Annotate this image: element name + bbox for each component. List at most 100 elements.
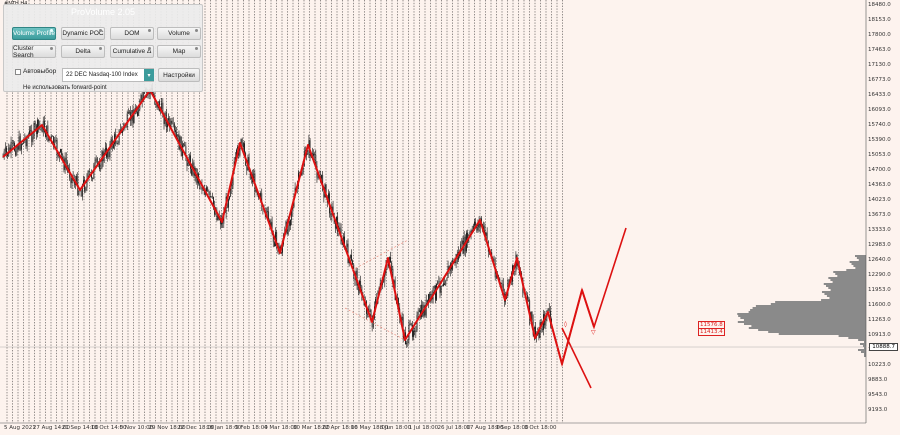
candle-body	[62, 155, 64, 160]
swing-marker-icon: ◊	[564, 321, 567, 328]
price-tick-label: 15053.0	[868, 152, 891, 158]
price-tick-label: 16773.0	[868, 77, 891, 83]
auto-select-checkbox[interactable]	[15, 69, 21, 75]
candle-body	[133, 113, 135, 124]
candle-body	[387, 263, 389, 266]
candle-body	[104, 147, 106, 152]
time-tick-label: 29 Nov 18:00	[148, 425, 186, 431]
candle-body	[339, 227, 341, 230]
chevron-down-icon[interactable]: ▾	[144, 69, 154, 81]
level-tag-lower: 11413.4	[698, 328, 725, 336]
candle-body	[4, 147, 6, 152]
candle-body	[217, 214, 219, 221]
candle-body	[41, 125, 43, 133]
candle-body	[545, 316, 547, 326]
candle-body	[33, 122, 35, 137]
candle-body	[168, 118, 169, 121]
price-tick-label: 12290.0	[868, 272, 891, 278]
arrow-down-icon: ▽	[591, 329, 596, 336]
candle-body	[267, 211, 268, 213]
candle-body	[418, 310, 420, 312]
profile-bar	[778, 333, 866, 335]
candle-body	[328, 193, 329, 202]
time-tick-label: 3 Oct 18:00	[524, 425, 557, 431]
candle-body	[375, 298, 376, 307]
instrument-select[interactable]: 22 DEC Nasdaq-100 Index	[62, 68, 154, 82]
time-tick-label: 4 Mar 18:00	[264, 425, 298, 431]
candle-body	[31, 130, 33, 142]
delta-button[interactable]: Delta	[61, 45, 105, 58]
candle-body	[417, 311, 419, 316]
candle-body	[175, 130, 176, 133]
candle-body	[117, 142, 119, 144]
candle-body	[23, 139, 25, 144]
candle-body	[369, 309, 371, 311]
cluster-search-button[interactable]: Cluster Search	[12, 45, 56, 59]
price-tick-label: 17463.0	[868, 47, 891, 53]
candle-body	[162, 102, 164, 118]
candle-body	[127, 111, 129, 114]
candle-body	[398, 298, 399, 309]
candle-body	[138, 109, 140, 116]
candle-body	[291, 211, 293, 220]
price-tick-label: 14023.0	[868, 197, 891, 203]
time-tick-label: 5 Nov 10:00	[119, 425, 154, 431]
candle-body	[10, 142, 12, 153]
candle-body	[539, 322, 541, 339]
candle-body	[414, 330, 416, 333]
candle-body	[292, 206, 294, 212]
button-indicator-dot	[50, 47, 53, 50]
candle-body	[495, 273, 497, 278]
candle-body	[426, 299, 428, 303]
auto-select-label: Автовыбор	[23, 68, 57, 75]
profile-bar	[856, 257, 866, 259]
profile-bar	[737, 313, 866, 315]
price-tick-label: 18480.0	[868, 2, 891, 8]
settings-button[interactable]: Настройки	[158, 68, 200, 82]
dynamic-poc-button[interactable]: Dynamic POC	[61, 27, 105, 40]
candle-body	[407, 339, 409, 343]
candle-body	[30, 130, 31, 131]
candle-body	[132, 110, 134, 124]
volume-button[interactable]: Volume	[157, 27, 201, 40]
candle-body	[322, 174, 324, 191]
profile-bar	[751, 325, 866, 327]
candle-body	[525, 293, 527, 296]
candle-body	[68, 167, 69, 169]
candle-body	[287, 220, 289, 235]
candle-body	[472, 225, 474, 231]
time-tick-label: 21 Sep 14:00	[61, 425, 99, 431]
candle-body	[17, 146, 19, 150]
candle-body	[255, 190, 257, 192]
dom-button[interactable]: DOM	[110, 27, 154, 40]
provolume-panel: ProVolume 2.05 Volume Profile Dynamic PO…	[3, 4, 203, 92]
volume-profile-button[interactable]: Volume Profile	[12, 27, 56, 40]
candle-body	[276, 232, 278, 244]
time-tick-label: 17 Aug 18:00	[466, 425, 504, 431]
candle-body	[439, 281, 441, 293]
candle-body	[344, 236, 345, 247]
candle-body	[183, 144, 184, 146]
profile-bar	[828, 287, 866, 289]
candle-body	[478, 222, 480, 228]
profile-bar	[775, 301, 866, 303]
candle-body	[428, 294, 429, 303]
candle-body	[371, 318, 373, 328]
candle-body	[94, 161, 96, 166]
button-indicator-dot	[99, 47, 102, 50]
candle-body	[177, 134, 179, 137]
candle-body	[323, 190, 325, 198]
cumulative-delta-button[interactable]: Cumulative Δ	[110, 45, 154, 58]
candle-body	[92, 177, 94, 180]
profile-bar	[833, 271, 866, 273]
candle-body	[290, 219, 291, 226]
time-tick-label: 9 Sep 18:00	[495, 425, 529, 431]
candle-body	[118, 129, 120, 143]
candle-body	[501, 283, 503, 284]
candle-body	[3, 151, 5, 157]
map-button[interactable]: Map	[157, 45, 201, 58]
candle-body	[32, 136, 34, 142]
candle-body	[210, 196, 212, 198]
candle-body	[527, 295, 528, 301]
profile-bar	[758, 329, 866, 331]
